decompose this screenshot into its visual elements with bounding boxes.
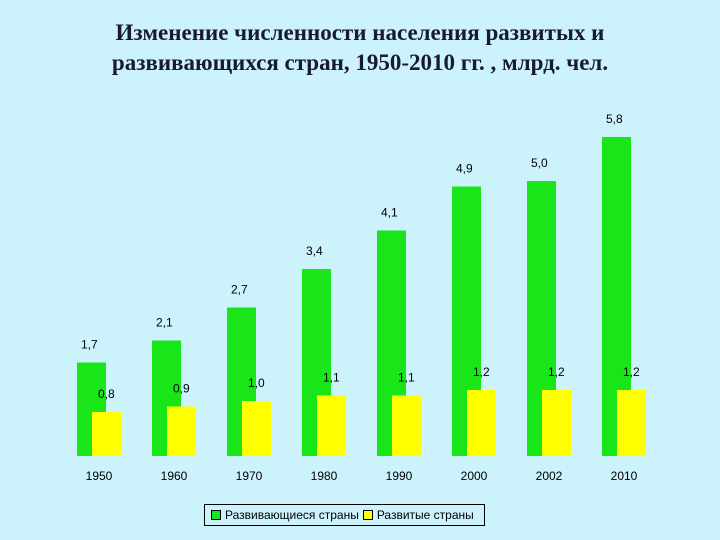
- data-label-developed-1990: 1,1: [398, 371, 415, 385]
- data-label-developing-2010: 5,8: [606, 112, 623, 126]
- legend-swatch-developed: [362, 510, 373, 520]
- bar-developed-2010: [617, 390, 646, 456]
- data-label-developed-1960: 0,9: [173, 382, 190, 396]
- data-label-developed-2000: 1,2: [473, 365, 490, 379]
- bar-developed-1960: [167, 406, 196, 456]
- data-label-developed-2010: 1,2: [623, 365, 640, 379]
- bar-developed-2002: [542, 390, 571, 456]
- data-label-developing-1970: 2,7: [231, 283, 248, 297]
- x-tick-label-1960: 1960: [161, 469, 188, 483]
- data-label-developing-2000: 4,9: [456, 162, 473, 176]
- data-label-developed-1950: 0,8: [98, 387, 115, 401]
- bar-developed-1990: [392, 395, 421, 456]
- x-tick-label-1970: 1970: [236, 469, 263, 483]
- data-label-developing-1950: 1,7: [81, 338, 98, 352]
- x-tick-label-1990: 1990: [386, 469, 413, 483]
- chart-title: Изменение численности населения развитых…: [0, 18, 720, 78]
- bar-developed-1980: [317, 395, 346, 456]
- x-tick-label-2010: 2010: [611, 469, 638, 483]
- x-tick-label-2000: 2000: [461, 469, 488, 483]
- data-label-developed-1970: 1,0: [248, 376, 265, 390]
- legend-label-developing: Развивающиеся страны: [225, 508, 359, 522]
- bar-developed-2000: [467, 390, 496, 456]
- data-label-developed-2002: 1,2: [548, 365, 565, 379]
- legend-item-developing: Развивающиеся страны: [211, 508, 359, 522]
- chart-legend: Развивающиеся страны Развитые страны: [204, 504, 485, 526]
- data-label-developed-1980: 1,1: [323, 371, 340, 385]
- data-label-developing-1980: 3,4: [306, 244, 323, 258]
- legend-item-developed: Развитые страны: [362, 508, 474, 522]
- data-label-developing-2002: 5,0: [531, 156, 548, 170]
- legend-swatch-developing: [211, 510, 221, 520]
- x-tick-label-1980: 1980: [311, 469, 338, 483]
- bar-developed-1950: [92, 412, 121, 456]
- chart-title-line-2: развивающихся стран, 1950-2010 гг. , млр…: [111, 50, 609, 75]
- bar-developed-1970: [242, 401, 271, 456]
- chart-title-line-1: Изменение численности населения развитых…: [115, 20, 605, 45]
- data-label-developing-1960: 2,1: [156, 316, 173, 330]
- legend-label-developed: Развитые страны: [376, 508, 474, 522]
- x-tick-label-2002: 2002: [536, 469, 563, 483]
- data-label-developing-1990: 4,1: [381, 206, 398, 220]
- x-tick-label-1950: 1950: [86, 469, 113, 483]
